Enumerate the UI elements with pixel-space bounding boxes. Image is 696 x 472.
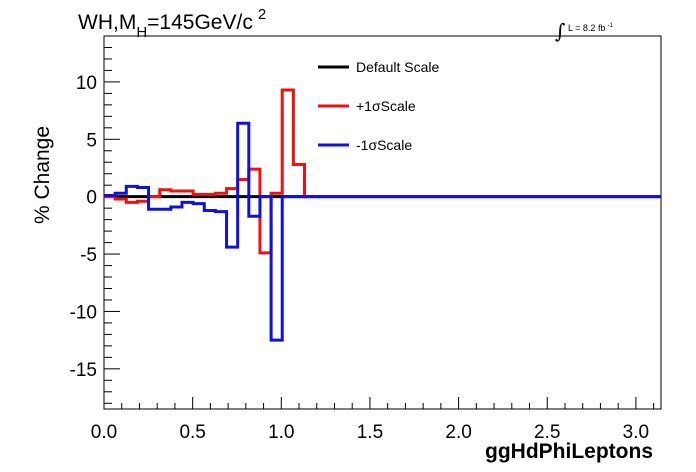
series-line-2 bbox=[104, 121, 661, 342]
y-tick-label: 5 bbox=[86, 130, 97, 151]
series-line-1 bbox=[104, 88, 661, 255]
x-axis-label: ggHdPhiLeptons bbox=[485, 440, 653, 463]
lumi-value: L = 8.2 fb bbox=[568, 23, 605, 33]
y-tick-label: 10 bbox=[76, 73, 97, 94]
x-tick-label: 3.0 bbox=[623, 422, 649, 443]
y-tick-label: -10 bbox=[70, 302, 97, 323]
title-main: WH,M bbox=[78, 11, 136, 34]
chart-title: WH,MH=145GeV/c 2 bbox=[78, 6, 266, 41]
y-tick-label: 0 bbox=[86, 188, 97, 209]
plot-frame bbox=[103, 35, 662, 410]
axis-ticks bbox=[103, 46, 655, 409]
title-rest: =145GeV/c bbox=[147, 11, 253, 34]
x-tick-label: 2.5 bbox=[534, 422, 560, 443]
lumi-text: L = 8.2 fb -1 bbox=[568, 23, 613, 33]
legend-label: +1σScale bbox=[356, 98, 416, 114]
y-axis-label: % Change bbox=[31, 126, 54, 224]
lumi-integral-symbol: ∫ bbox=[555, 19, 565, 43]
axis-tick-labels: 0.0 0.5 1.0 1.5 2.0 2.5 3.0 -15 -10 -5 0 5 10 bbox=[70, 73, 650, 443]
title-superscript: 2 bbox=[258, 6, 266, 23]
legend: Default Scale +1σScale -1σScale bbox=[318, 59, 439, 153]
series-layer bbox=[104, 88, 661, 342]
legend-label: -1σScale bbox=[356, 137, 412, 153]
x-tick-label: 1.0 bbox=[268, 422, 294, 443]
title-subscript: H bbox=[136, 24, 147, 41]
y-tick-label: -15 bbox=[70, 360, 97, 381]
x-tick-label: 0.5 bbox=[179, 422, 205, 443]
y-tick-label: -5 bbox=[80, 245, 97, 266]
x-tick-label: 2.0 bbox=[445, 422, 471, 443]
lumi-superscript: -1 bbox=[607, 23, 613, 29]
x-tick-label: 0.0 bbox=[91, 422, 117, 443]
legend-label: Default Scale bbox=[356, 59, 439, 75]
x-tick-label: 1.5 bbox=[357, 422, 383, 443]
